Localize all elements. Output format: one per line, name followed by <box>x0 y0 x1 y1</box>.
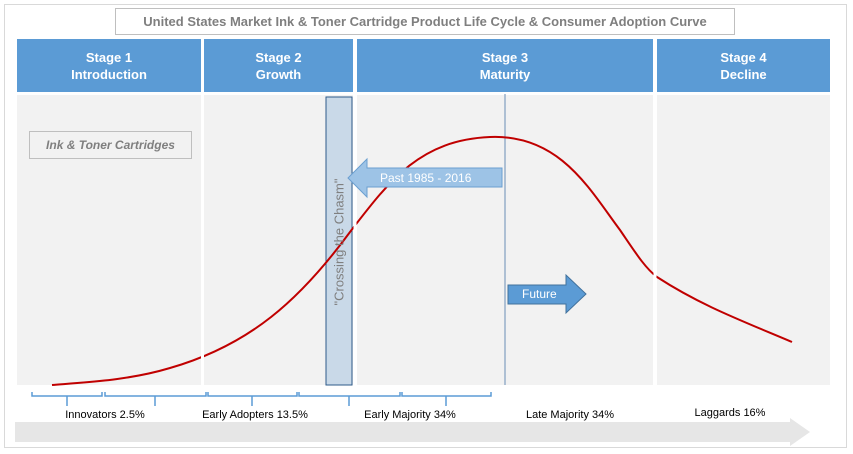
stage-phase: Introduction <box>71 66 147 82</box>
stage-4-panel <box>657 95 830 385</box>
segment-early-adopters: Early Adopters 13.5% <box>202 409 308 421</box>
segment-late-majority: Late Majority 34% <box>525 409 615 421</box>
stage-name: Stage 2 <box>255 49 302 65</box>
stage-3-header: Stage 3 Maturity <box>357 39 653 92</box>
product-label: Ink & Toner Cartridges <box>29 131 192 159</box>
future-label: Future <box>522 287 557 301</box>
stage-name: Stage 3 <box>481 49 529 65</box>
segment-innovators: Innovators 2.5% <box>65 409 145 421</box>
stage-phase: Growth <box>255 66 302 82</box>
chasm-label: "Crossing the Chasm" <box>331 178 347 306</box>
stage-phase: Maturity <box>479 66 531 82</box>
segment-laggards: Laggards 16% <box>694 407 766 419</box>
adoption-curve <box>51 135 793 386</box>
stage-4-header: Stage 4 Decline <box>657 39 830 92</box>
stage-2-header: Stage 2 Growth <box>204 39 353 92</box>
stage-1-panel <box>17 95 201 385</box>
timeline-arrow <box>15 418 810 446</box>
segment-early-majority: Early Majority 34% <box>364 409 456 421</box>
stage-phase: Decline <box>720 66 767 82</box>
stage-1-header: Stage 1 Introduction <box>17 39 201 92</box>
diagram-frame <box>4 4 847 448</box>
stage-name: Stage 4 <box>720 49 767 65</box>
past-label: Past 1985 - 2016 <box>380 171 472 185</box>
stage-name: Stage 1 <box>85 49 133 65</box>
chasm-bar <box>325 96 353 386</box>
future-arrow <box>507 273 587 315</box>
segment-braces <box>31 392 492 406</box>
past-arrow <box>347 157 503 199</box>
diagram-title: United States Market Ink & Toner Cartrid… <box>115 8 735 35</box>
